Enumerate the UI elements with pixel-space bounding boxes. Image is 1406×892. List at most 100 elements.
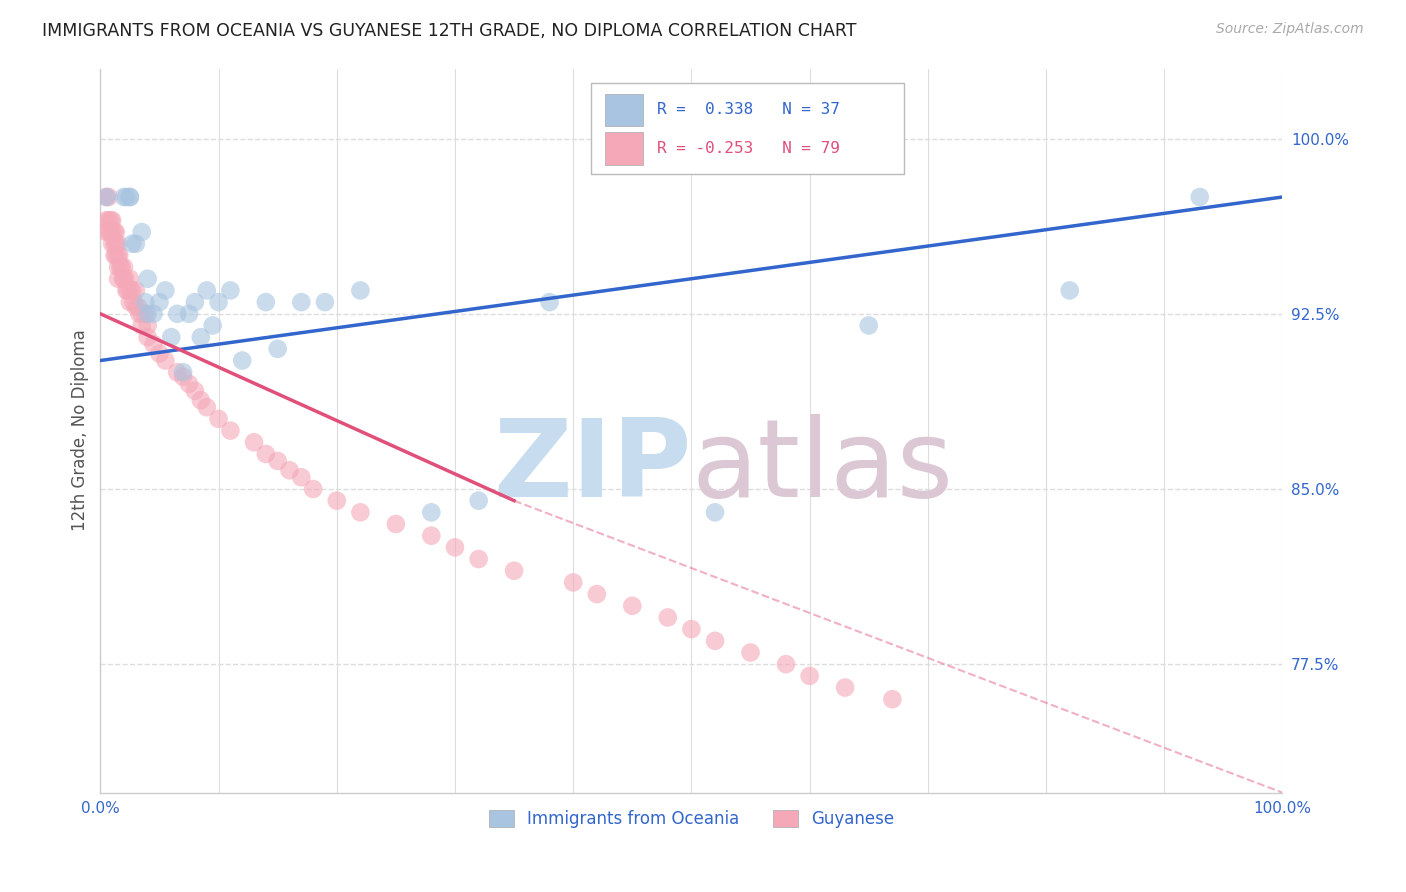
Point [278, 463, 301, 477]
Point [882, 692, 904, 706]
Point [420, 529, 443, 543]
Point [112, 272, 135, 286]
Point [101, 225, 124, 239]
Point [740, 646, 762, 660]
Point [107, 248, 129, 262]
Y-axis label: 12th Grade, No Diploma: 12th Grade, No Diploma [72, 330, 89, 532]
Point [136, 307, 159, 321]
Point [127, 300, 149, 314]
FancyBboxPatch shape [605, 132, 643, 165]
Text: Source: ZipAtlas.com: Source: ZipAtlas.com [1216, 22, 1364, 37]
Point [243, 435, 266, 450]
Point [103, 248, 125, 262]
Point [799, 669, 821, 683]
Point [184, 295, 207, 310]
Point [110, 260, 132, 274]
Point [107, 236, 129, 251]
Point [96, 190, 118, 204]
Point [103, 236, 125, 251]
Point [657, 610, 679, 624]
Point [195, 401, 218, 415]
Point [290, 470, 312, 484]
Point [128, 307, 150, 321]
Point [118, 295, 141, 310]
Point [166, 307, 188, 321]
Point [107, 272, 129, 286]
Point [134, 307, 156, 321]
Point [96, 190, 118, 204]
Point [349, 505, 371, 519]
Point [104, 236, 127, 251]
FancyBboxPatch shape [605, 94, 643, 127]
Point [131, 318, 153, 333]
Point [184, 384, 207, 398]
Point [444, 541, 467, 555]
Point [111, 260, 134, 274]
Point [385, 516, 408, 531]
Point [107, 260, 129, 274]
Point [104, 248, 127, 262]
Point [122, 295, 145, 310]
Point [266, 342, 288, 356]
Point [195, 284, 218, 298]
Point [155, 353, 177, 368]
Point [131, 225, 153, 239]
Point [148, 295, 170, 310]
Point [118, 284, 141, 298]
Point [125, 236, 148, 251]
Point [112, 190, 135, 204]
Point [97, 225, 120, 239]
Point [681, 622, 703, 636]
Point [100, 225, 122, 239]
Point [219, 424, 242, 438]
Point [172, 365, 194, 379]
Point [231, 353, 253, 368]
Point [97, 190, 120, 204]
Point [96, 225, 118, 239]
Point [117, 284, 139, 298]
Point [467, 552, 489, 566]
Point [207, 412, 229, 426]
Point [97, 213, 120, 227]
Point [114, 272, 136, 286]
Point [177, 376, 200, 391]
Point [349, 284, 371, 298]
Point [115, 284, 138, 298]
Point [134, 295, 156, 310]
Point [503, 564, 526, 578]
Point [290, 295, 312, 310]
Point [142, 337, 165, 351]
Point [254, 295, 277, 310]
Point [704, 505, 727, 519]
Point [314, 295, 336, 310]
Point [326, 493, 349, 508]
Point [1059, 284, 1081, 298]
Point [201, 318, 224, 333]
Point [131, 307, 153, 321]
Point [621, 599, 644, 613]
Point [858, 318, 880, 333]
Point [155, 284, 177, 298]
Point [108, 248, 131, 262]
Point [148, 346, 170, 360]
Point [136, 272, 159, 286]
Point [538, 295, 561, 310]
Point [118, 190, 141, 204]
Point [100, 213, 122, 227]
Point [177, 307, 200, 321]
Point [302, 482, 325, 496]
Point [118, 272, 141, 286]
Point [115, 190, 138, 204]
Point [190, 393, 212, 408]
Point [219, 284, 242, 298]
Point [160, 330, 183, 344]
Point [111, 272, 134, 286]
Point [96, 213, 118, 227]
Text: R =  0.338   N = 37: R = 0.338 N = 37 [657, 103, 839, 117]
FancyBboxPatch shape [591, 83, 904, 174]
Point [207, 295, 229, 310]
Point [586, 587, 609, 601]
Point [254, 447, 277, 461]
Point [562, 575, 585, 590]
Legend: Immigrants from Oceania, Guyanese: Immigrants from Oceania, Guyanese [482, 804, 901, 835]
